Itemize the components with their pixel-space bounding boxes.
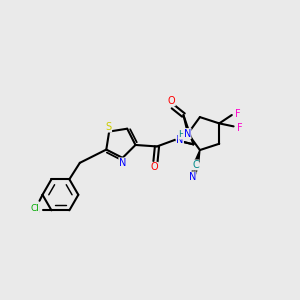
Text: Cl: Cl	[32, 206, 41, 215]
Text: F: F	[235, 109, 241, 118]
Text: N: N	[119, 158, 126, 168]
Text: N: N	[189, 172, 196, 182]
Text: O: O	[168, 96, 175, 106]
Text: C: C	[192, 160, 199, 170]
Text: N: N	[176, 135, 184, 145]
Text: S: S	[106, 122, 112, 132]
Text: F: F	[237, 123, 242, 133]
Polygon shape	[195, 150, 200, 162]
Text: H: H	[178, 130, 185, 139]
Text: Cl: Cl	[31, 204, 40, 213]
Text: O: O	[150, 162, 158, 172]
Text: N: N	[184, 129, 191, 139]
